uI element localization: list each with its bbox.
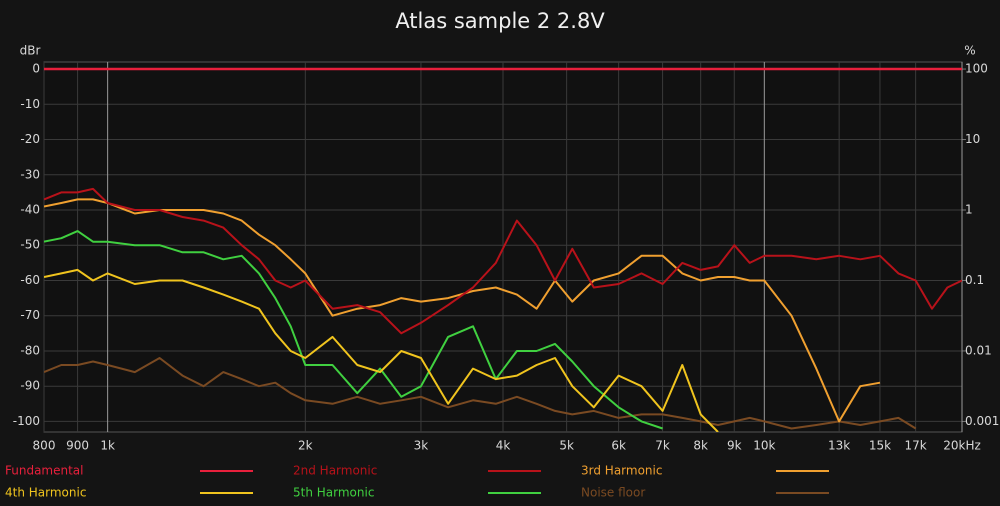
y-tick-label: -30 [20,167,40,181]
series-line [44,230,663,430]
x-tick-label: 2k [298,439,313,453]
series-line [44,198,881,423]
legend-label: Fundamental [5,464,84,478]
x-tick-label: 1k [100,439,115,453]
y-tick-label: -10 [20,97,40,111]
x-tick-label: 4k [496,439,511,453]
y-tick-label: -100 [13,414,40,428]
x-tick-label: 13k [828,439,850,453]
x-tick-label: 15k [869,439,891,453]
x-tick-label: 7k [655,439,670,453]
x-tick-label: 10k [753,439,775,453]
x-tick-label: 8k [693,439,708,453]
y2-tick-label: 0.01 [965,343,992,357]
y-tick-label: -40 [20,203,40,217]
series-line [44,268,719,432]
x-tick-label: 9k [727,439,742,453]
legend-label: Noise floor [581,486,645,500]
legend-label: 5th Harmonic [293,486,374,500]
y-tick-label: -70 [20,308,40,322]
x-tick-label: 20kHz [943,439,981,453]
x-tick-label: 3k [414,439,429,453]
x-tick-label: 17k [905,439,927,453]
y2-tick-label: 0.001 [965,414,999,428]
legend-label: 3rd Harmonic [581,464,662,478]
y2-tick-label: 10 [965,132,980,146]
y-tick-label: -50 [20,238,40,252]
y2-tick-label: 1 [965,203,973,217]
series-line [44,187,962,335]
series-line [44,357,917,430]
x-tick-label: 900 [66,439,89,453]
y2-axis-label: % [964,44,975,58]
chart-title: Atlas sample 2 2.8V [395,9,605,33]
legend-label: 2nd Harmonic [293,464,377,478]
y-tick-label: 0 [32,62,40,76]
y2-tick-label: 0.1 [965,273,984,287]
legend-label: 4th Harmonic [5,486,86,500]
y-axis-label: dBr [20,44,41,58]
y-tick-label: -90 [20,379,40,393]
y2-tick-label: 100 [965,62,988,76]
y-tick-label: -80 [20,343,40,357]
x-tick-label: 6k [611,439,626,453]
y-tick-label: -20 [20,132,40,146]
x-tick-label: 5k [559,439,574,453]
y-tick-label: -60 [20,273,40,287]
x-tick-label: 800 [33,439,56,453]
